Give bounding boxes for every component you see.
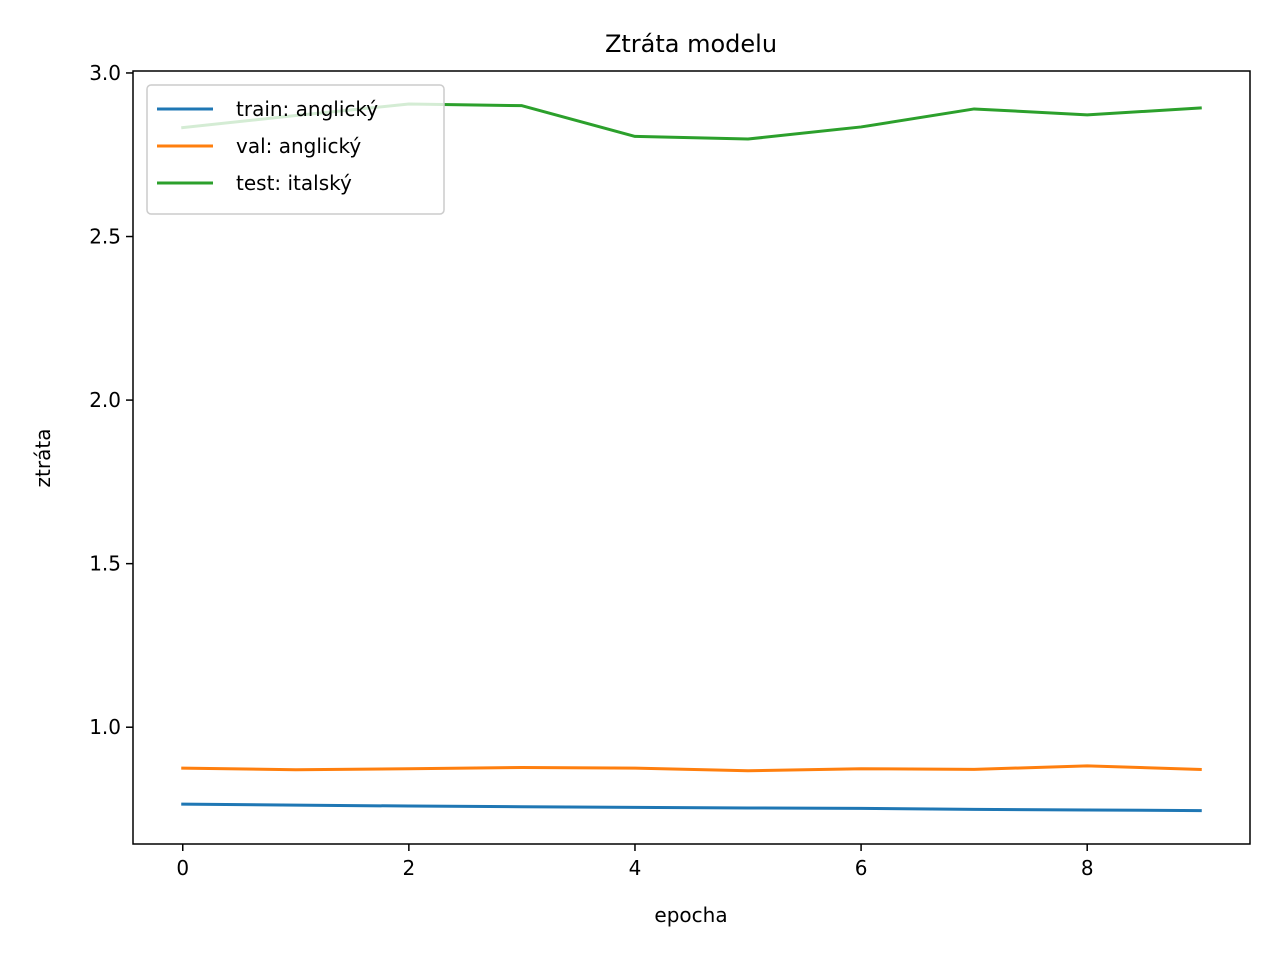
x-tick-label: 2 xyxy=(402,856,415,880)
x-tick-label: 6 xyxy=(855,856,868,880)
x-tick-label: 0 xyxy=(176,856,189,880)
y-tick-label: 1.0 xyxy=(89,715,121,739)
legend-label-test-italsk: test: italský xyxy=(236,171,352,195)
y-tick-label: 3.0 xyxy=(89,61,121,85)
chart-title: Ztráta modelu xyxy=(605,30,777,58)
y-tick-label: 2.5 xyxy=(89,225,121,249)
x-axis: 0 2 4 6 8 xyxy=(176,844,1094,880)
y-tick-label: 2.0 xyxy=(89,388,121,412)
legend-label-train-anglick: train: anglický xyxy=(236,97,378,121)
plot-frame xyxy=(132,70,1251,845)
series-line-1 xyxy=(181,764,1202,773)
legend-label-val-anglick: val: anglický xyxy=(236,134,361,158)
legend: train: anglický val: anglický test: italsk… xyxy=(146,84,445,215)
x-axis-label: epocha xyxy=(654,903,727,927)
y-tick-label: 1.5 xyxy=(89,552,121,576)
x-tick-label: 8 xyxy=(1081,856,1094,880)
y-axis-label: ztráta xyxy=(31,429,55,488)
legend-box xyxy=(146,84,445,215)
y-axis: 1.0 1.5 2.0 2.5 3.0 xyxy=(89,61,133,739)
series-line-0 xyxy=(181,802,1202,813)
x-tick-label: 4 xyxy=(629,856,642,880)
